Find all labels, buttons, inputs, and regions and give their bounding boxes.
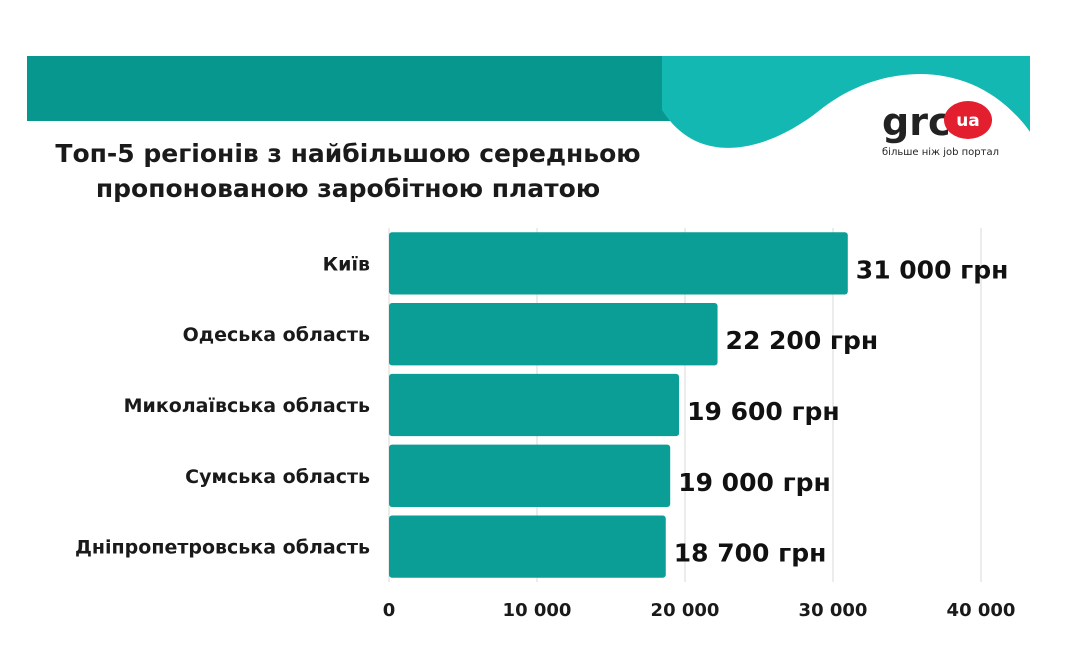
title-line-2: пропонованою заробітною платою [96, 174, 600, 203]
title-line-1: Топ-5 регіонів з найбільшою середньою [55, 139, 640, 168]
category-label: Миколаївська область [124, 395, 370, 417]
x-tick-label: 0 [383, 600, 396, 621]
value-label: 18 700 грн [674, 539, 827, 568]
bar [389, 373, 680, 437]
chart-title: Топ-5 регіонів з найбільшою середньою пр… [55, 139, 640, 203]
bar [389, 444, 671, 507]
bar [389, 515, 666, 578]
value-label: 19 600 грн [687, 397, 840, 426]
logo-badge: ua [956, 111, 980, 131]
category-labels: Київ Одеська область Миколаївська область С… [75, 253, 370, 558]
x-tick-label: 20 000 [651, 600, 720, 621]
header-band [27, 56, 1030, 150]
header-wave-white [662, 73, 1030, 150]
category-label: Одеська область [183, 324, 370, 346]
category-label: Дніпропетровська область [75, 537, 370, 559]
header-wave [662, 56, 1030, 148]
value-label: 22 200 грн [726, 326, 879, 355]
bar [389, 232, 848, 295]
category-label: Сумська область [185, 466, 370, 488]
x-tick-label: 30 000 [799, 600, 868, 621]
bar [389, 303, 718, 366]
x-tick-label: 10 000 [503, 600, 572, 621]
logo: grc ua більше ніж job портал [882, 100, 999, 158]
logo-tagline: більше ніж job портал [882, 146, 999, 158]
value-label: 19 000 грн [678, 468, 831, 497]
logo-badge-icon [944, 101, 992, 139]
bars [389, 232, 848, 578]
category-label: Київ [323, 253, 370, 275]
value-label: 31 000 грн [856, 255, 1009, 284]
x-axis-ticks: 0 10 000 20 000 30 000 40 000 [383, 600, 1016, 621]
x-tick-label: 40 000 [947, 600, 1016, 621]
value-labels: 31 000 грн 22 200 грн 19 600 грн 19 000 грн… [674, 255, 1009, 567]
logo-brand: grc [882, 100, 950, 144]
